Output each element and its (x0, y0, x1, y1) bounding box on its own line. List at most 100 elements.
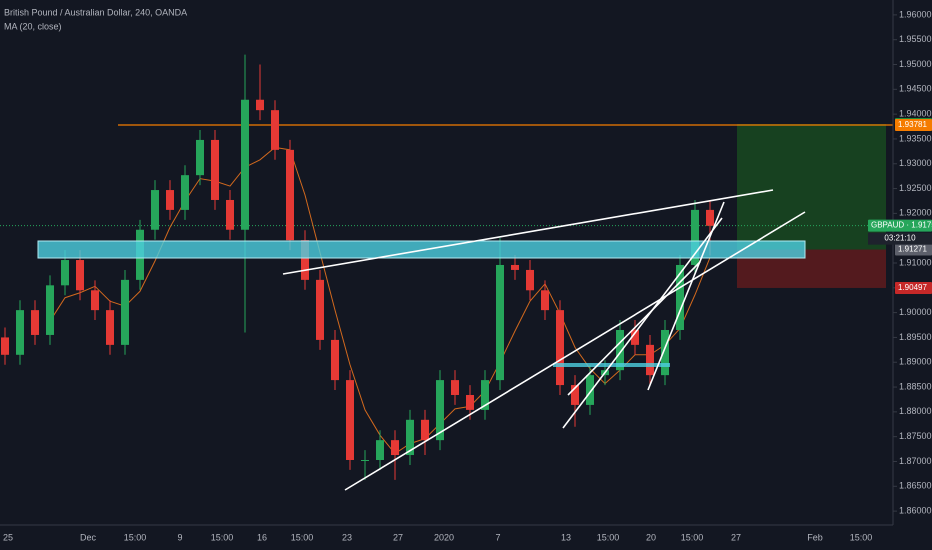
indicator-label: MA (20, close) (4, 21, 62, 31)
candle-body (196, 139, 204, 176)
candle-body (226, 199, 234, 230)
x-tick-label: 15:00 (850, 532, 873, 542)
candle-body (256, 99, 264, 111)
trend-line (647, 201, 725, 391)
y-tick-label: 1.89000 (899, 357, 932, 367)
candle-body (346, 380, 354, 460)
candle-body (661, 329, 669, 376)
x-tick-label: 9 (177, 532, 182, 542)
candle-body (106, 310, 114, 345)
y-tick-label: 1.90000 (899, 307, 932, 317)
x-tick-label: 15:00 (211, 532, 234, 542)
candle-body (301, 240, 309, 280)
candle-body (496, 264, 504, 381)
candle-body (406, 419, 414, 456)
y-tick-label: 1.95000 (899, 59, 932, 69)
candle-body (16, 310, 24, 355)
candle-body (211, 139, 219, 200)
x-tick-label: 15:00 (124, 532, 147, 542)
y-tick-label: 1.92000 (899, 208, 932, 218)
candle-body (376, 440, 384, 460)
candle-body (76, 260, 84, 291)
price-tag-label: 1.93781 (898, 120, 927, 129)
candle-body (286, 149, 294, 241)
y-tick-label: 1.86000 (899, 505, 932, 515)
price-tag (868, 219, 932, 232)
y-tick-label: 1.88000 (899, 406, 932, 416)
candle-body (31, 310, 39, 335)
x-tick-label: 2020 (434, 532, 454, 542)
candle-body (436, 380, 444, 441)
y-tick-label: 1.94000 (899, 109, 932, 119)
candle-body (61, 260, 69, 286)
drawings (37, 189, 806, 491)
candle-body (166, 190, 174, 210)
candle-body (91, 290, 99, 311)
candle-body (706, 209, 714, 226)
y-tick-label: 1.92500 (899, 183, 932, 193)
x-tick-label: Dec (80, 532, 97, 542)
candle-body (541, 290, 549, 311)
x-tick-label: 7 (495, 532, 500, 542)
candle-body (181, 175, 189, 210)
candle-body (46, 285, 54, 335)
x-tick-label: Feb (807, 532, 823, 542)
candle-body (571, 385, 579, 405)
trend-line (282, 189, 774, 275)
candle-body (271, 110, 279, 150)
candle-body (151, 190, 159, 230)
candle-body (451, 380, 459, 395)
price-tag-label: GBPAUD · 1.91753 (871, 221, 932, 230)
candle-body (631, 329, 639, 345)
candle-body (331, 339, 339, 381)
x-tick-label: 13 (561, 532, 571, 542)
candle-body (361, 459, 369, 461)
trend-line (567, 261, 701, 396)
candle-body (676, 264, 684, 330)
candle-body (241, 99, 249, 230)
candle-body (691, 209, 699, 265)
y-tick-label: 1.93500 (899, 133, 932, 143)
candle-body (466, 394, 474, 410)
price-tag (895, 118, 932, 131)
candle-body (586, 375, 594, 405)
y-tick-label: 1.87500 (899, 431, 932, 441)
x-tick-label: 15:00 (681, 532, 704, 542)
profit-zone (737, 124, 886, 250)
candle-body (616, 329, 624, 371)
x-tick-label: 15:00 (597, 532, 620, 542)
y-tick-label: 1.95500 (899, 34, 932, 44)
candle-body (556, 310, 564, 386)
price-tag (895, 281, 932, 294)
x-tick-label: 20 (646, 532, 656, 542)
y-tick-label: 1.94500 (899, 84, 932, 94)
price-tag-label: 1.90497 (898, 283, 927, 292)
candle-body (646, 344, 654, 376)
price-tag (895, 243, 932, 256)
countdown-box (868, 232, 932, 245)
x-tick-label: 27 (393, 532, 403, 542)
y-tick-label: 1.88500 (899, 381, 932, 391)
position-tool (0, 124, 893, 288)
candle-body (421, 419, 429, 441)
candle-body (526, 269, 534, 291)
x-tick-label: 15:00 (291, 532, 314, 542)
x-tick-label: 23 (342, 532, 352, 542)
candle-body (316, 279, 324, 340)
chart-title: British Pound / Australian Dollar, 240, … (4, 7, 187, 17)
candle-body (481, 380, 489, 410)
price-tag-label: 1.91271 (898, 245, 927, 254)
candle-body (391, 440, 399, 456)
candle-body (511, 264, 519, 270)
y-tick-label: 1.86500 (899, 481, 932, 491)
trend-line (562, 217, 723, 429)
y-tick-label: 1.89500 (899, 332, 932, 342)
x-tick-label: 27 (731, 532, 741, 542)
y-tick-label: 1.93000 (899, 158, 932, 168)
y-tick-label: 1.91000 (899, 257, 932, 267)
countdown: 03:21:10 (884, 234, 916, 243)
trend-line (344, 211, 806, 491)
x-tick-label: 16 (257, 532, 267, 542)
candle-body (121, 279, 129, 345)
